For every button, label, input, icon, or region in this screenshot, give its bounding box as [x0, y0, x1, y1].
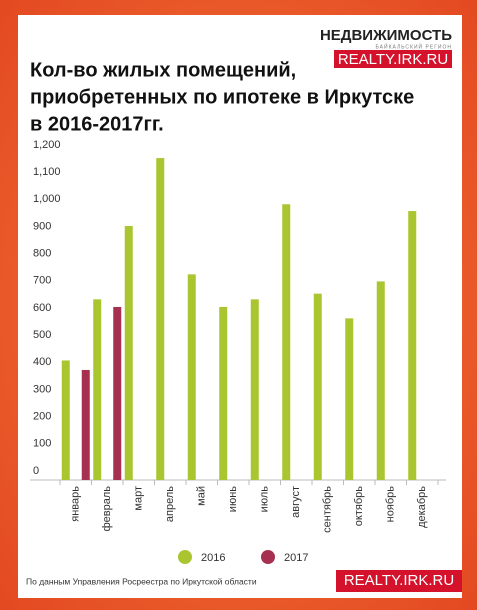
y-tick-label: 600 [33, 302, 51, 314]
bar [250, 299, 259, 480]
x-tick-label: февраль [101, 486, 113, 532]
y-tick-label: 300 [33, 383, 51, 395]
x-tick-label: сентябрь [322, 486, 334, 533]
y-tick-label: 1,200 [33, 139, 61, 151]
bar [93, 299, 102, 480]
bar [376, 281, 385, 480]
chart-title: Кол-во жилых помещений, [30, 59, 296, 81]
x-tick-label: июнь [227, 486, 239, 512]
source-note: По данным Управления Росреестра по Иркут… [26, 576, 257, 586]
bar [61, 360, 70, 480]
chart-title: в 2016-2017гг. [30, 113, 164, 135]
bar [81, 369, 90, 480]
y-tick-label: 800 [33, 248, 51, 260]
x-tick-label: июль [259, 486, 271, 513]
y-tick-label: 500 [33, 329, 51, 341]
bar [124, 225, 133, 480]
y-tick-label: 1,100 [33, 166, 61, 178]
y-tick-label: 1,000 [33, 193, 61, 205]
logo-url: REALTY.IRK.RU [338, 51, 448, 68]
x-tick-label: апрель [164, 486, 176, 522]
chart-title: приобретенных по ипотеке в Иркутске [30, 86, 414, 108]
x-tick-label: май [196, 486, 208, 506]
bar [282, 204, 291, 480]
y-tick-label: 700 [33, 275, 51, 287]
x-tick-label: ноябрь [385, 486, 397, 523]
bar [345, 318, 354, 480]
x-tick-label: январь [70, 486, 82, 522]
logo-tagline: БАЙКАЛЬСКИЙ РЕГИОН [376, 42, 452, 50]
legend-swatch [261, 550, 275, 564]
x-tick-label: декабрь [416, 486, 428, 528]
y-tick-label: 200 [33, 411, 51, 423]
legend-swatch [178, 550, 192, 564]
y-tick-label: 900 [33, 220, 51, 232]
bar [313, 293, 322, 480]
x-tick-label: март [133, 486, 145, 511]
x-tick-label: август [290, 486, 302, 518]
logo-name: НЕДВИЖИМОСТЬ [320, 27, 452, 44]
legend-label: 2017 [284, 552, 308, 564]
bar [187, 274, 196, 480]
footer-box [336, 570, 462, 592]
footer-url: REALTY.IRK.RU [344, 572, 454, 589]
bar [113, 306, 122, 480]
y-tick-label: 400 [33, 356, 51, 368]
y-tick-label: 100 [33, 438, 51, 450]
bar [156, 158, 165, 480]
x-tick-label: октябрь [353, 486, 365, 526]
legend-label: 2016 [201, 552, 225, 564]
panel [18, 15, 462, 598]
logo-box [334, 50, 452, 68]
bar [219, 306, 228, 480]
bar [408, 211, 417, 481]
y-tick-label: 0 [33, 465, 39, 477]
